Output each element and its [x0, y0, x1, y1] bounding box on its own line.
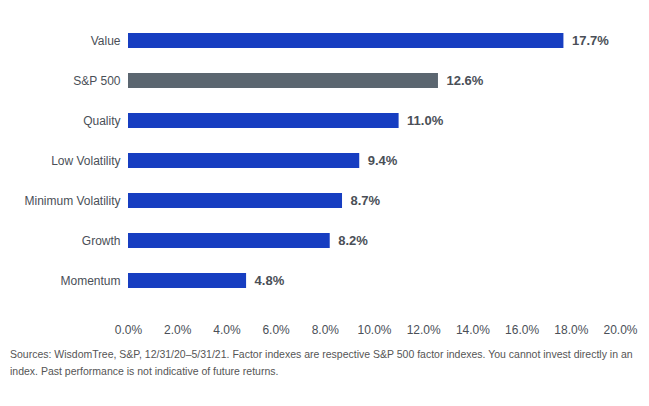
svg-text:Growth: Growth — [82, 234, 121, 248]
svg-text:14.0%: 14.0% — [456, 323, 490, 337]
svg-text:0.0%: 0.0% — [115, 323, 143, 337]
svg-text:12.0%: 12.0% — [407, 323, 441, 337]
svg-text:4.0%: 4.0% — [213, 323, 241, 337]
svg-text:6.0%: 6.0% — [262, 323, 290, 337]
svg-text:8.7%: 8.7% — [351, 193, 381, 208]
svg-text:16.0%: 16.0% — [505, 323, 539, 337]
svg-text:Value: Value — [91, 34, 121, 48]
svg-text:8.2%: 8.2% — [338, 233, 368, 248]
svg-text:Low Volatility: Low Volatility — [51, 154, 120, 168]
svg-text:Quality: Quality — [83, 114, 120, 128]
svg-text:9.4%: 9.4% — [368, 153, 398, 168]
svg-text:11.0%: 11.0% — [407, 113, 444, 128]
svg-text:20.0%: 20.0% — [603, 323, 637, 337]
svg-text:2.0%: 2.0% — [164, 323, 192, 337]
svg-text:17.7%: 17.7% — [572, 33, 609, 48]
svg-text:8.0%: 8.0% — [312, 323, 340, 337]
svg-text:12.6%: 12.6% — [446, 73, 483, 88]
svg-text:S&P 500: S&P 500 — [73, 74, 120, 88]
svg-text:4.8%: 4.8% — [255, 273, 285, 288]
svg-text:10.0%: 10.0% — [357, 323, 391, 337]
svg-text:18.0%: 18.0% — [554, 323, 588, 337]
svg-text:Momentum: Momentum — [60, 274, 120, 288]
svg-text:Minimum Volatility: Minimum Volatility — [24, 194, 120, 208]
html-text:Sources: WisdomTree, S&P, 12/3: Sources: WisdomTree, S&P, 12/31/20–5/31/… — [10, 348, 633, 377]
